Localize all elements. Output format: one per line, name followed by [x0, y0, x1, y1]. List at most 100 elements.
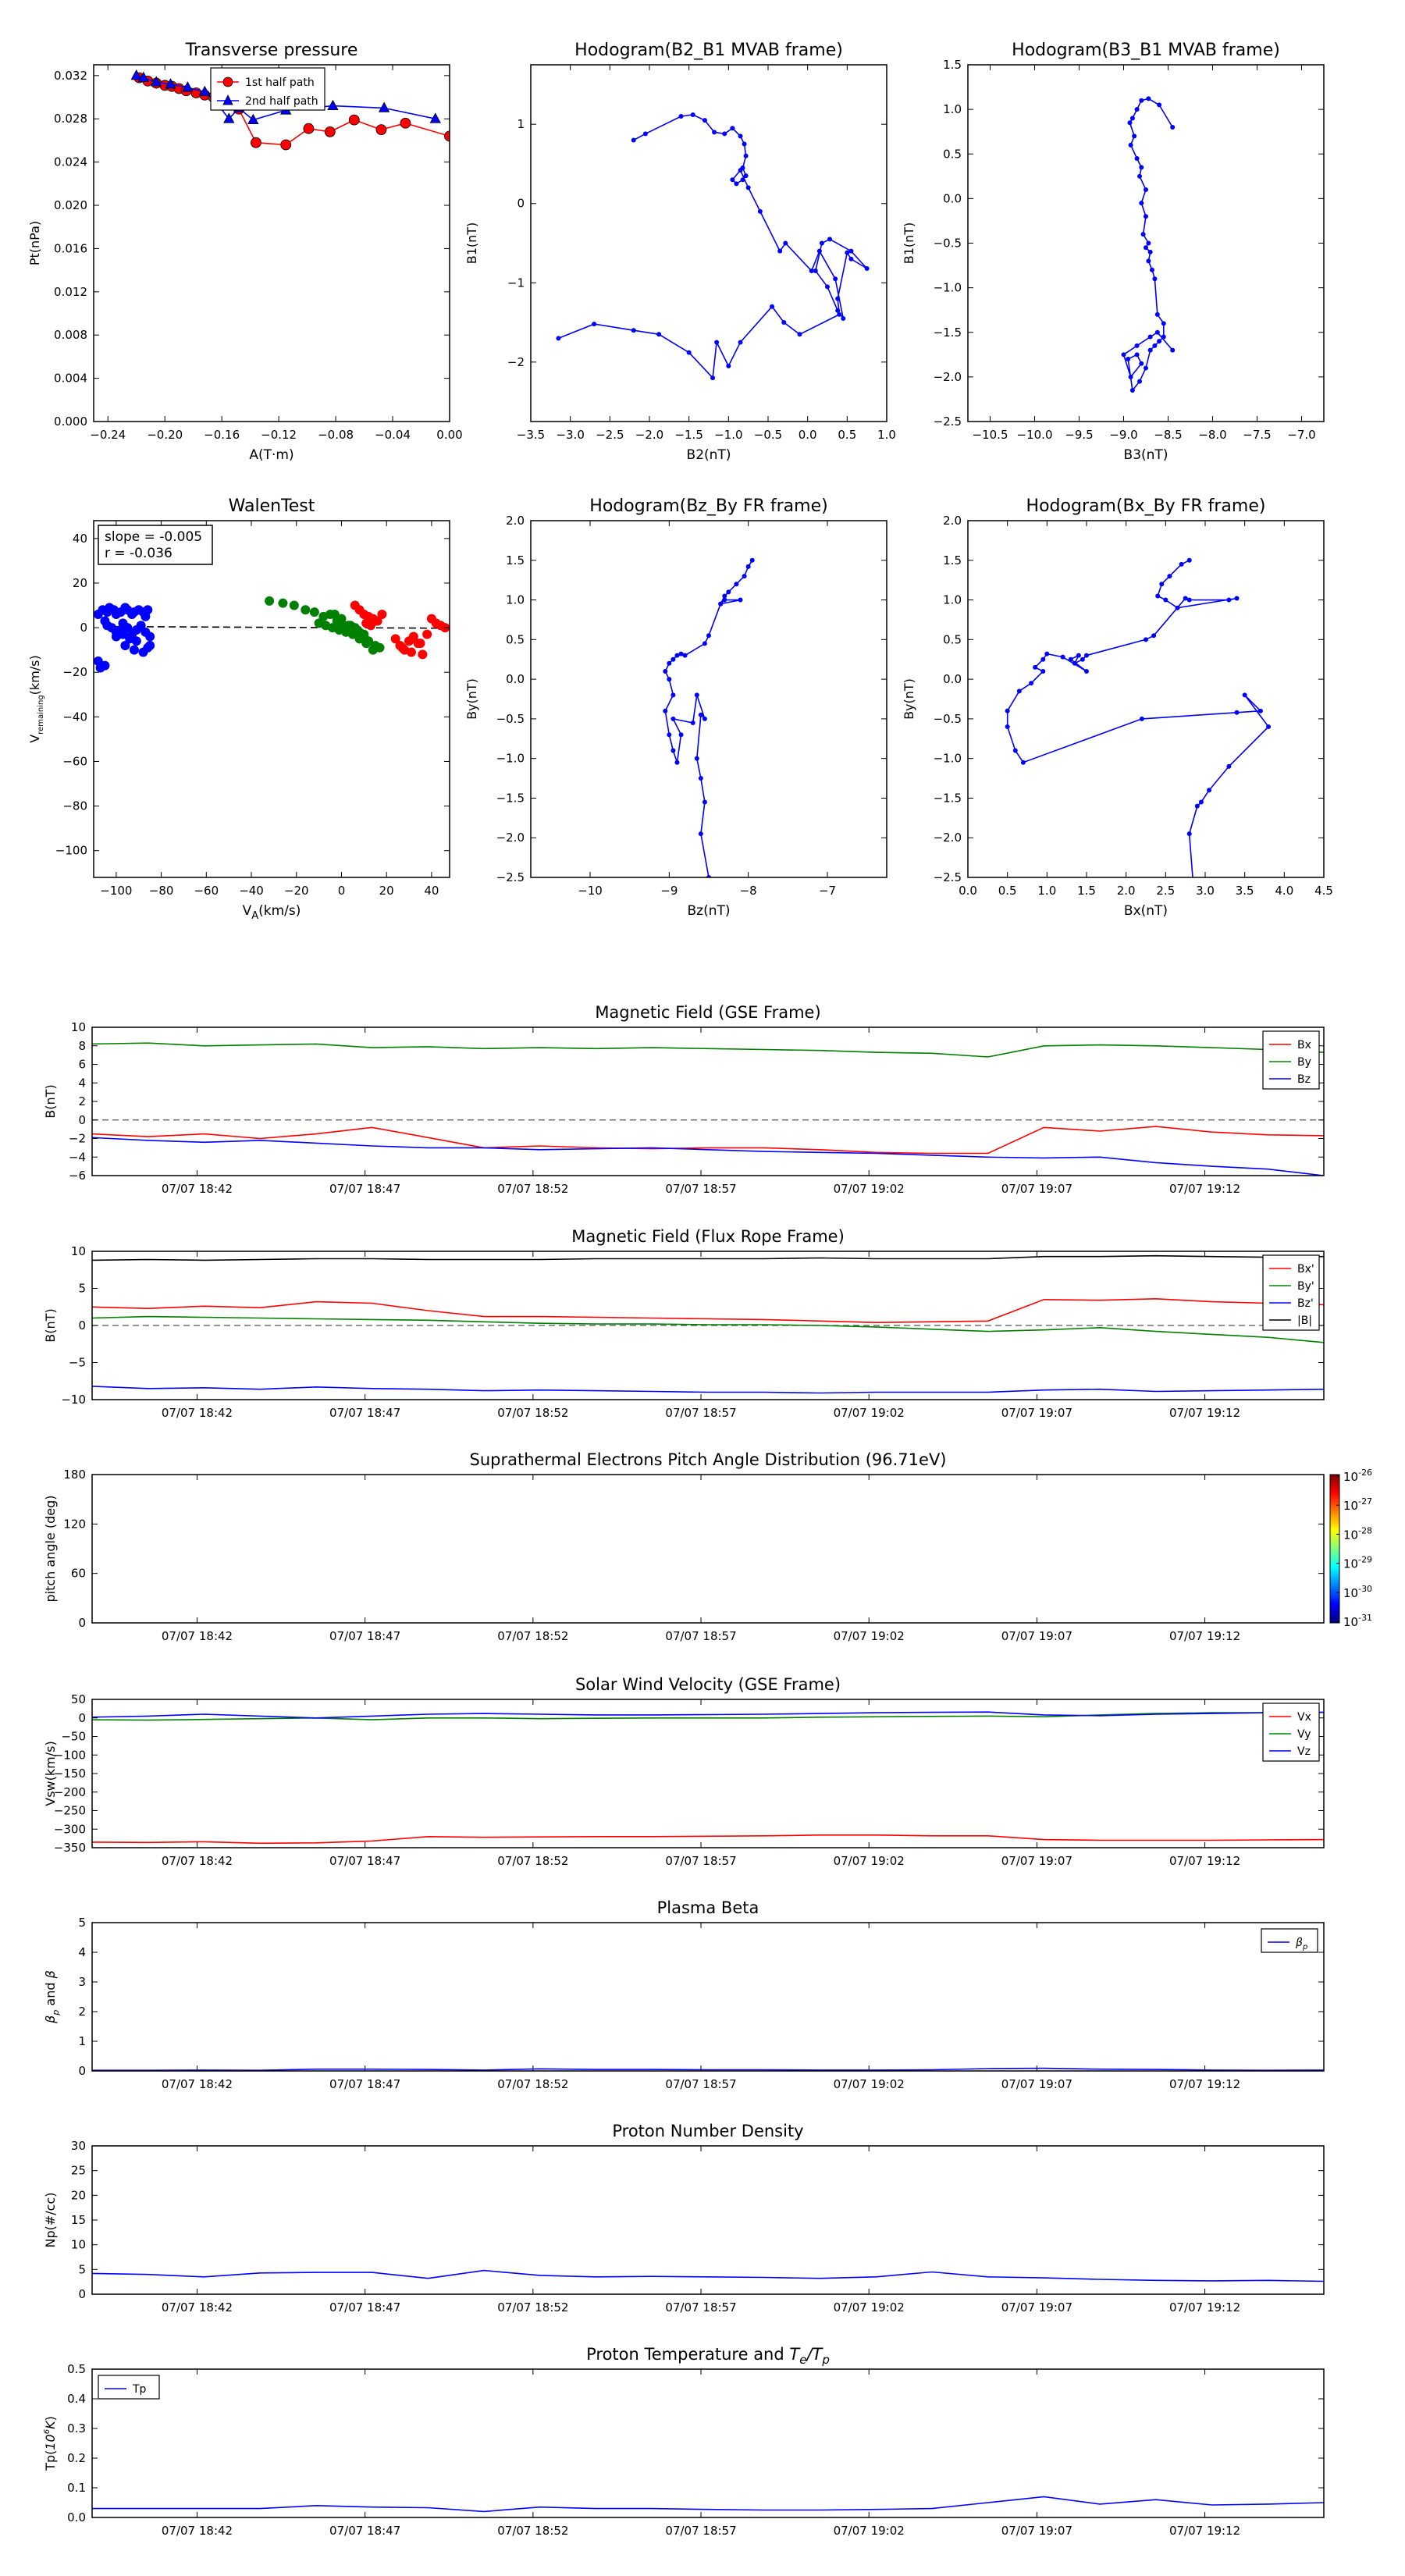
- data-point: [165, 78, 176, 89]
- x-tick-label: −0.12: [261, 428, 297, 442]
- x-tick-label: −0.16: [204, 428, 240, 442]
- data-point: [710, 891, 715, 895]
- data-point: [1040, 668, 1046, 674]
- data-point: [1146, 258, 1151, 264]
- data-point: [722, 593, 727, 599]
- y-tick-label: −0.5: [496, 712, 525, 726]
- data-point: [1144, 187, 1148, 192]
- data-point: [1266, 724, 1272, 730]
- data-point: [663, 668, 668, 674]
- y-tick-label: 50: [71, 1692, 86, 1706]
- chart-title: Solar Wind Velocity (GSE Frame): [575, 1675, 841, 1694]
- data-point: [1146, 240, 1151, 246]
- data-point: [1134, 343, 1140, 348]
- data-point: [730, 177, 735, 183]
- x-tick-label: −0.5: [754, 428, 782, 442]
- axes-frame: [91, 1699, 1325, 1848]
- data-point: [1129, 388, 1135, 393]
- series-line-sw_velocity-1: [92, 1711, 1324, 1721]
- legend-label: By': [1297, 1280, 1314, 1293]
- x-tick-label: 07/07 18:57: [665, 2524, 736, 2538]
- y-tick-label: 1.0: [506, 593, 525, 607]
- y-tick-label: −2.0: [934, 831, 962, 845]
- data-point: [1060, 654, 1065, 660]
- x-tick-label: 07/07 18:57: [665, 2300, 736, 2314]
- series-line-mf_fr-2: [92, 1386, 1324, 1394]
- data-point: [740, 177, 745, 183]
- y-tick-label: 20: [71, 2188, 86, 2202]
- y-tick-label: −6: [69, 1169, 86, 1183]
- data-point: [686, 350, 692, 355]
- x-tick-label: 1.0: [877, 428, 896, 442]
- x-tick-label: 07/07 19:07: [1001, 1182, 1072, 1196]
- colorbar-label: 10-28: [1343, 1525, 1372, 1542]
- data-point: [422, 629, 432, 639]
- y-axis-label: βp and β: [43, 1970, 61, 2024]
- x-tick-label: −9.5: [1065, 428, 1093, 442]
- data-point: [145, 640, 155, 650]
- x-tick-label: 4.5: [1314, 884, 1333, 898]
- y-tick-label: 0.0: [506, 672, 525, 686]
- colorbar-label: 10-27: [1343, 1496, 1372, 1513]
- data-point: [783, 240, 788, 246]
- data-point: [1144, 365, 1148, 371]
- legend-label: Bx': [1297, 1263, 1314, 1276]
- y-tick-label: −1: [507, 276, 525, 290]
- data-point: [667, 660, 672, 666]
- y-tick-label: 0: [78, 2064, 86, 2078]
- y-tick-label: 1.0: [943, 593, 962, 607]
- y-tick-label: 0.016: [54, 241, 87, 255]
- data-point: [678, 114, 684, 119]
- y-tick-label: 5: [78, 2262, 86, 2276]
- data-point: [845, 250, 850, 255]
- data-point: [375, 124, 387, 135]
- y-tick-label: 0: [78, 1616, 86, 1630]
- axes-frame: [967, 520, 1325, 878]
- y-tick-label: −200: [54, 1785, 86, 1799]
- axes-frame: [91, 1922, 1325, 2072]
- data-point: [743, 173, 749, 179]
- x-tick-label: 07/07 18:57: [665, 1854, 736, 1868]
- data-point: [1154, 329, 1160, 335]
- data-point: [734, 582, 739, 587]
- y-tick-label: 0: [78, 1318, 86, 1332]
- data-point: [1129, 116, 1135, 121]
- series-line-mf_gse-0: [92, 1126, 1324, 1155]
- data-point: [702, 641, 707, 646]
- data-point: [837, 311, 842, 317]
- data-point: [1140, 232, 1146, 237]
- data-point: [702, 716, 707, 721]
- data-point: [278, 598, 288, 608]
- x-tick-label: 0.0: [959, 884, 977, 898]
- legend-label: βp: [1295, 1937, 1307, 1952]
- y-tick-label: 2.0: [506, 514, 525, 528]
- y-tick-label: −100: [55, 844, 87, 858]
- y-tick-label: −1.5: [496, 791, 525, 805]
- data-point: [1137, 173, 1143, 179]
- data-point: [223, 112, 235, 123]
- data-point: [1147, 249, 1153, 254]
- data-point: [359, 629, 369, 639]
- legend-label: |B|: [1297, 1315, 1312, 1327]
- data-point: [301, 605, 311, 615]
- data-point: [1167, 574, 1172, 579]
- data-point: [1040, 656, 1046, 662]
- x-tick-label: 07/07 19:07: [1001, 1854, 1072, 1868]
- y-tick-label: 0.5: [943, 632, 962, 646]
- data-point: [1152, 343, 1158, 348]
- x-tick-label: −8.0: [1198, 428, 1226, 442]
- colorbar-label: 10-31: [1343, 1613, 1372, 1629]
- y-tick-label: −2.5: [934, 870, 962, 884]
- data-point: [757, 208, 763, 214]
- y-tick-label: −2.5: [496, 870, 525, 884]
- x-tick-label: 07/07 18:47: [329, 2077, 400, 2091]
- y-tick-label: −4: [69, 1150, 86, 1164]
- y-tick-label: 10: [71, 2238, 86, 2252]
- x-tick-label: 3.5: [1236, 884, 1254, 898]
- data-point: [280, 139, 292, 151]
- series-line-hodogram_bz_by-0: [664, 560, 753, 877]
- y-tick-label: 1.5: [943, 553, 962, 568]
- y-tick-label: 0.000: [54, 415, 87, 429]
- x-tick-label: −0.04: [375, 428, 411, 442]
- data-point: [682, 653, 688, 658]
